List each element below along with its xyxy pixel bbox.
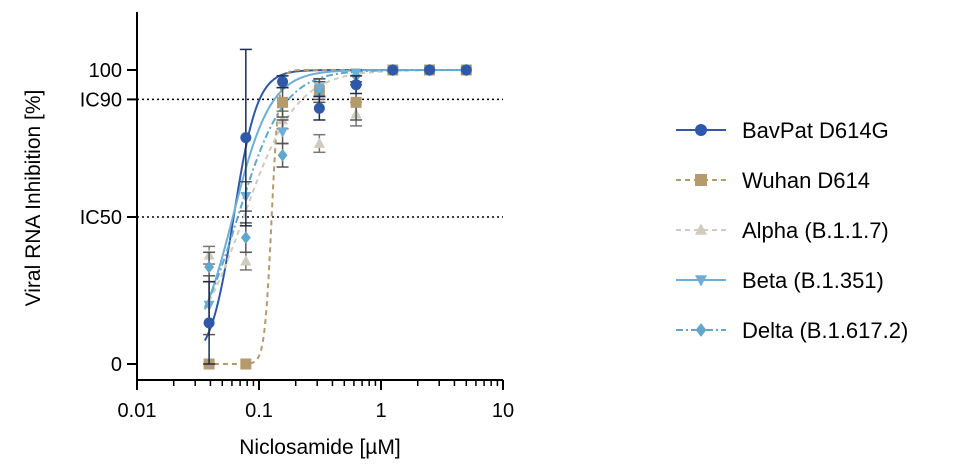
data-point xyxy=(313,83,325,94)
legend-label: BavPat D614G xyxy=(742,118,889,143)
data-point xyxy=(350,79,362,91)
data-point xyxy=(313,102,325,114)
legend-item-4: Beta (B.1.351) xyxy=(676,268,884,293)
data-point xyxy=(240,358,252,370)
legend-item-2: Wuhan D614 xyxy=(676,168,870,193)
x-tick-label: 0.1 xyxy=(245,400,273,422)
fit-curve-4 xyxy=(203,69,469,310)
data-point xyxy=(240,231,251,244)
data-point xyxy=(387,64,399,76)
legend-item-5: Delta (B.1.617.2) xyxy=(676,318,908,343)
data-point xyxy=(277,148,288,162)
y-axis-label: Viral RNA Inhibition [%] xyxy=(22,90,45,307)
legend-label: Wuhan D614 xyxy=(742,168,870,193)
legend-item-1: BavPat D614G xyxy=(676,118,889,143)
data-point xyxy=(424,64,436,76)
legend: BavPat D614G Wuhan D614 Alpha (B.1.1.7) Bet… xyxy=(676,118,908,343)
legend-swatch-marker xyxy=(695,124,707,136)
data-point xyxy=(313,137,325,148)
legend-label: Beta (B.1.351) xyxy=(742,268,884,293)
y-tick-label: IC90 xyxy=(80,89,122,111)
series-1-points xyxy=(203,48,472,365)
fit-curve-5 xyxy=(203,69,469,308)
data-points xyxy=(203,48,472,370)
legend-swatch-marker xyxy=(695,223,707,235)
legend-item-3: Alpha (B.1.1.7) xyxy=(676,218,889,243)
x-tick-label: 10 xyxy=(492,400,514,422)
axes xyxy=(136,12,503,381)
data-point xyxy=(240,132,252,144)
data-point xyxy=(350,96,362,108)
x-tick-label: 1 xyxy=(375,400,386,422)
legend-swatch-marker xyxy=(695,174,707,186)
x-tick-label: 0.01 xyxy=(118,400,157,422)
data-point xyxy=(277,113,289,125)
legend-label: Alpha (B.1.1.7) xyxy=(742,218,889,243)
data-point xyxy=(277,96,289,108)
data-point xyxy=(277,76,289,88)
data-point xyxy=(204,260,215,274)
legend-label: Delta (B.1.617.2) xyxy=(742,318,908,343)
legend-swatch-marker xyxy=(695,323,707,337)
y-tick-label: IC50 xyxy=(80,207,122,229)
fit-curve-3 xyxy=(204,69,469,310)
data-point xyxy=(460,64,472,76)
data-point xyxy=(203,317,215,329)
legend-swatch-marker xyxy=(695,275,707,287)
data-point xyxy=(240,255,252,266)
series-4-points xyxy=(203,65,472,336)
data-point xyxy=(350,68,362,79)
y-tick-label: 0 xyxy=(111,354,122,376)
series-5-points xyxy=(203,63,472,283)
reference-lines xyxy=(137,98,503,218)
data-point xyxy=(277,127,289,138)
y-tick-label: 100 xyxy=(89,60,122,82)
fit-curve-1 xyxy=(203,69,469,342)
x-axis-label: Niclosamide [µM] xyxy=(239,436,400,459)
